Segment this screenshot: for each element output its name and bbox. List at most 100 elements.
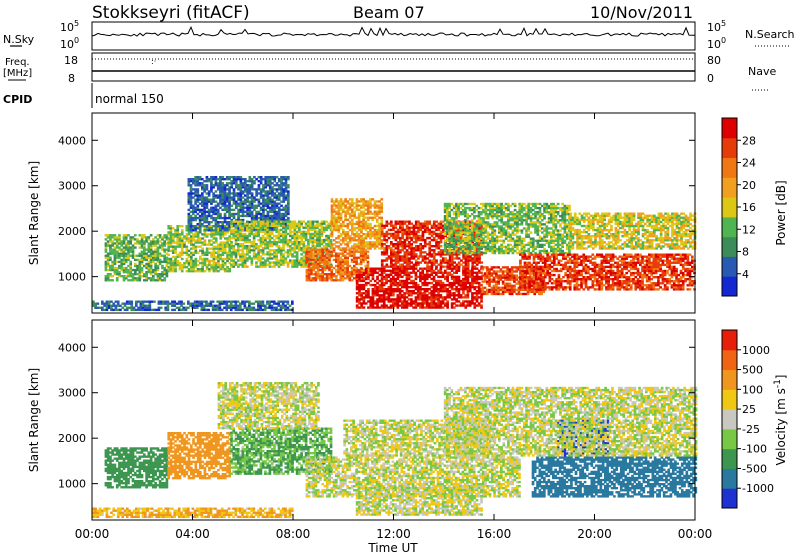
heatmap-cell (277, 206, 281, 209)
heatmap-cell (405, 281, 409, 285)
heatmap-cell (136, 254, 139, 257)
heatmap-cell (268, 190, 272, 193)
heatmap-cell (442, 251, 445, 254)
heatmap-cell (214, 208, 218, 212)
heatmap-cell (127, 264, 130, 268)
heatmap-cell (259, 206, 263, 209)
heatmap-cell (232, 263, 236, 266)
heatmap-cell (464, 273, 468, 277)
heatmap-cell (355, 208, 359, 211)
heatmap-cell (138, 258, 142, 262)
heatmap-cell (396, 296, 400, 299)
heatmap-cell (383, 251, 386, 254)
heatmap-cell (171, 247, 175, 250)
heatmap-cell (279, 251, 283, 254)
heatmap-cell (154, 279, 157, 282)
heatmap-cell (280, 184, 283, 187)
heatmap-cell (196, 227, 200, 230)
heatmap-cell (376, 298, 379, 301)
heatmap-cell (339, 233, 343, 236)
heatmap-cell (410, 230, 413, 234)
heatmap-cell (401, 267, 404, 270)
heatmap-cell (145, 252, 148, 255)
heatmap-cell (403, 273, 406, 277)
heatmap-cell (149, 273, 153, 276)
heatmap-cell (264, 238, 267, 242)
heatmap-cell (414, 247, 418, 250)
heatmap-cell (362, 237, 365, 240)
heatmap-cell (131, 277, 135, 280)
heatmap-cell (232, 261, 236, 264)
heatmap-cell (373, 216, 377, 219)
heatmap-cell (351, 220, 354, 224)
heatmap-cell (219, 176, 222, 179)
heatmap-cell (111, 236, 114, 239)
heatmap-cell (124, 266, 128, 270)
heatmap-cell (430, 267, 434, 270)
heatmap-cell (228, 229, 232, 232)
heatmap-cell (446, 261, 450, 264)
heatmap-cell (210, 198, 213, 201)
heatmap-cell (330, 216, 334, 219)
heatmap-cell (442, 236, 445, 240)
heatmap-cell (466, 275, 470, 279)
heatmap-cell (396, 283, 400, 287)
heatmap-cell (450, 306, 454, 309)
heatmap-cell (223, 268, 227, 271)
heatmap-cell (419, 306, 422, 309)
heatmap-cell (392, 292, 395, 295)
heatmap-cell (134, 279, 137, 282)
heatmap-cell (321, 277, 325, 280)
heatmap-cell (355, 239, 359, 242)
heatmap-cell (275, 220, 279, 223)
heatmap-cell (190, 255, 193, 259)
heatmap-cell (192, 245, 195, 248)
heatmap-cell (383, 234, 386, 238)
heatmap-cell (430, 294, 434, 297)
heatmap-cell (353, 235, 356, 238)
heatmap-cell (180, 239, 184, 242)
heatmap-cell (228, 270, 232, 273)
heatmap-cell (455, 253, 459, 256)
heatmap-cell (219, 225, 222, 228)
heatmap-cell (284, 261, 288, 264)
heatmap-cell (471, 263, 475, 266)
heatmap-cell (369, 216, 372, 219)
heatmap-cell (304, 232, 308, 236)
heatmap-cell (219, 186, 222, 189)
heatmap-cell (180, 237, 184, 240)
heatmap-cell (225, 178, 229, 181)
heatmap-cell (115, 260, 119, 264)
heatmap-cell (201, 214, 204, 218)
heatmap-cell (134, 268, 137, 272)
heatmap-cell (332, 258, 336, 262)
heatmap-cell (259, 176, 263, 179)
heatmap-cell (457, 263, 461, 266)
heatmap-cell (401, 257, 404, 260)
heatmap-cell (394, 230, 398, 234)
heatmap-cell (219, 231, 223, 234)
heatmap-cell (143, 273, 146, 276)
heatmap-cell (237, 218, 240, 222)
heatmap-cell (280, 188, 283, 191)
heatmap-cell (239, 200, 243, 203)
heatmap-cell (439, 251, 443, 254)
heatmap-cell (201, 263, 204, 267)
heatmap-cell (291, 249, 294, 252)
heatmap-cell (310, 277, 313, 280)
heatmap-cell (466, 300, 470, 303)
heatmap-cell (241, 196, 245, 199)
heatmap-cell (441, 283, 445, 287)
heatmap-cell (325, 252, 329, 255)
heatmap-cell (219, 245, 223, 248)
heatmap-cell (250, 245, 254, 248)
heatmap-cell (459, 304, 463, 307)
heatmap-cell (190, 268, 193, 271)
heatmap-cell (316, 250, 320, 253)
heatmap-cell (273, 253, 276, 256)
heatmap-cell (385, 288, 388, 291)
heatmap-cell (320, 247, 324, 250)
heatmap-cell (453, 271, 456, 274)
heatmap-cell (280, 212, 283, 216)
heatmap-cell (375, 241, 379, 244)
